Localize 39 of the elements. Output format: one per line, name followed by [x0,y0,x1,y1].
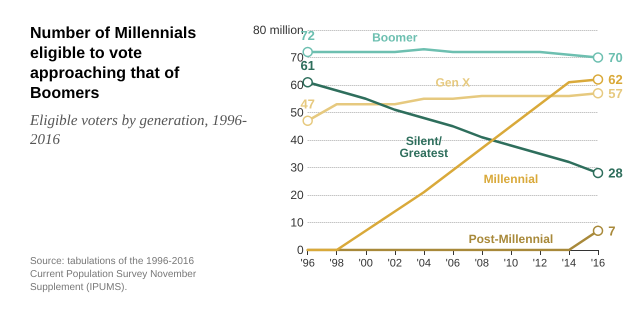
series-label: Post-Millennial [468,232,554,246]
x-tick-label: '08 [474,258,490,270]
point [592,226,604,236]
x-tick-label: '04 [416,258,431,270]
point [302,116,313,126]
x-tick-label: '16 [590,258,606,270]
data-label: 70 [608,50,623,65]
data-label: 28 [608,166,623,180]
y-tick-label: 60 [290,78,304,92]
point [302,46,313,58]
series-label: Gen X [436,75,470,90]
point [592,74,604,85]
data-label: 62 [608,72,623,87]
text: Number of Millennials eligible to vote approaching that of Boomers [30,24,198,104]
point [592,52,604,63]
y-tick-label: 40 [290,133,304,147]
series-label: Millennial [484,172,538,186]
x-tick-label: '98 [330,258,344,270]
data-label: 57 [608,86,623,101]
x-tick-label: '96 [300,258,315,270]
x-tick-label: '06 [446,258,460,270]
x-tick-label: '10 [504,258,518,270]
text: Eligible voters by generation, 1996-2016 [30,112,248,150]
point [592,168,604,178]
x-tick-label: '00 [358,258,373,270]
y-tick-label: 30 [290,160,304,174]
series-label: Silent/Greatest [399,134,448,160]
x-tick-label: '14 [562,258,576,270]
y-tick-label: 20 [290,188,304,202]
x-tick-label: '12 [532,258,548,270]
source-note: Source: tabulations of the 1996-2016 Current Population Survey November Supplement (IPUMS). [30,255,198,294]
point [302,77,313,88]
y-tick-label: 10 [290,216,304,230]
y-tick-label: 0 [297,243,304,257]
point [592,88,604,98]
x-tick-label: '02 [388,258,402,270]
data-label: 7 [608,223,616,238]
y-tick-label: 50 [290,106,304,120]
series-label: Boomer [372,30,418,45]
